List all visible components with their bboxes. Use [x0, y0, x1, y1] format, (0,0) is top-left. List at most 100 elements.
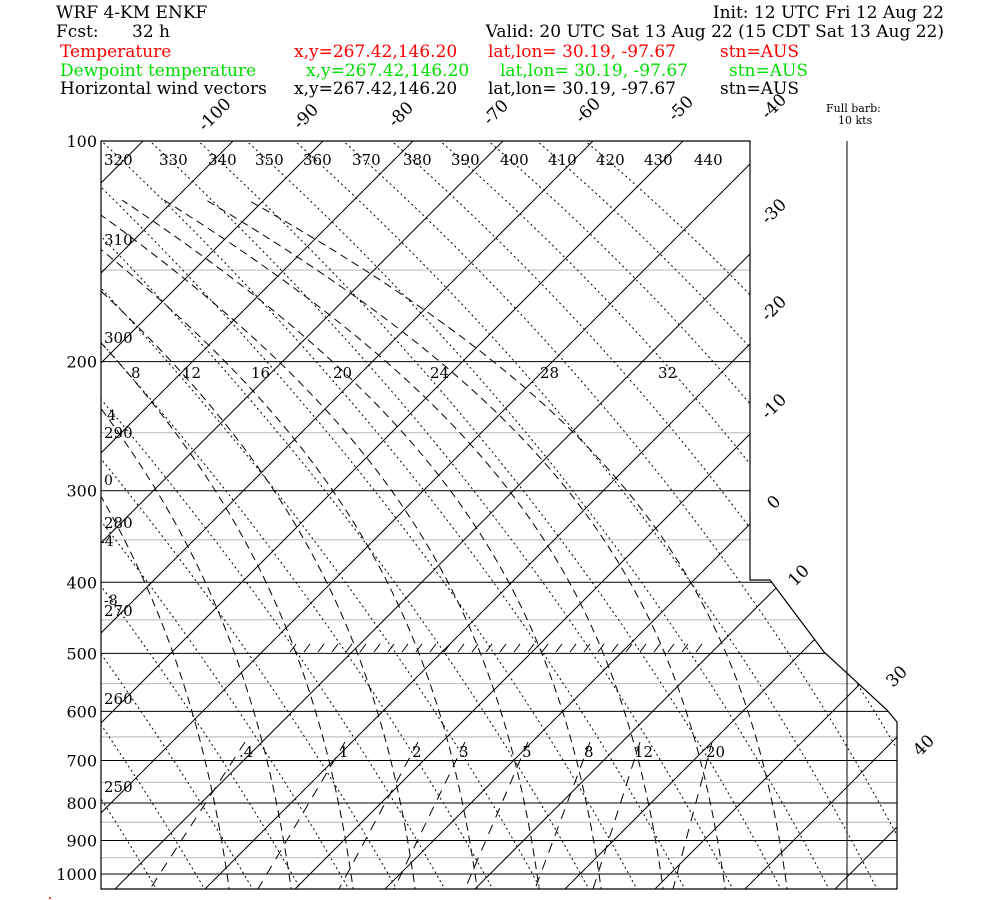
dry-adiabat: [163, 141, 785, 889]
moist-adiabat: [163, 199, 665, 889]
pressure-tick-label: 800: [66, 794, 97, 813]
dry-adiabat: [101, 141, 401, 889]
isotherm-line: [101, 141, 365, 889]
isotherm-line: [559, 141, 897, 889]
valid-time: Valid: 20 UTC Sat 13 Aug 22 (15 CDT Sat …: [485, 22, 944, 42]
theta-label: 330: [159, 151, 188, 169]
theta-e-label: 20: [333, 364, 352, 382]
theta-e-label: 12: [182, 364, 201, 382]
hatch-mark: [583, 643, 591, 653]
isotherm-label: 0: [763, 492, 785, 514]
forecast-hour-label: Fcst:: [56, 22, 99, 42]
isotherm-line: [101, 141, 275, 889]
hatch-mark: [625, 643, 633, 653]
isotherm-label: -10: [757, 390, 791, 424]
pressure-tick-label: 400: [66, 573, 97, 592]
wind-legend: Horizontal wind vectors: [60, 79, 267, 99]
hatch-mark: [415, 643, 423, 653]
mixing-ratio-label: 1: [339, 743, 349, 761]
hatch-mark: [429, 643, 437, 653]
isotherm-line: [920, 100, 1000, 894]
hatch-mark: [303, 643, 311, 653]
isotherm-label: -90: [289, 100, 323, 134]
hatch-mark: [443, 643, 451, 653]
temperature-legend-loc: x,y=267.42,146.20: [294, 42, 458, 62]
mixing-ratio-line: [257, 741, 346, 889]
pressure-tick-label: 200: [66, 353, 97, 372]
theta-label: 370: [352, 151, 381, 169]
isotherm-line: [101, 141, 635, 889]
dewpoint-legend: Dewpoint temperature: [60, 61, 257, 81]
dry-adiabat: [355, 141, 897, 889]
pressure-tick-label: 900: [66, 831, 97, 850]
theta-label: 380: [403, 151, 432, 169]
moist-adiabat: [101, 199, 479, 889]
isotherm-line: [739, 141, 897, 889]
hatch-mark: [597, 643, 605, 653]
dry-adiabat: [101, 141, 257, 889]
pressure-tick-label: 700: [66, 751, 97, 770]
hatch-mark: [345, 643, 353, 653]
pressure-minor-lines: [101, 269, 897, 859]
pressure-tick-label: 300: [66, 482, 97, 501]
isotherm-label: -100: [194, 94, 235, 135]
isotherm-line: [101, 141, 815, 889]
mixing-ratio-line: [393, 741, 466, 889]
theta-label: 290: [104, 424, 133, 442]
theta-label: 440: [694, 151, 723, 169]
mixing-ratio-line: [592, 741, 641, 889]
theta-label: 300: [104, 329, 133, 347]
dewpoint-legend-stn: stn=AUS: [729, 61, 808, 81]
theta-label: 310: [104, 231, 133, 249]
isotherm-line: [101, 141, 455, 889]
left-temp-label: -8: [104, 593, 118, 609]
dry-adiabat: [259, 141, 881, 889]
dry-adiabat: [101, 141, 449, 889]
theta-e-label: 24: [430, 364, 449, 382]
dry-adiabat: [307, 141, 897, 889]
hatch-mark: [527, 643, 535, 653]
mixing-ratio-label: 5: [522, 743, 532, 761]
barb-note-line2: 10 kts: [838, 114, 873, 127]
hatch-mark: [289, 643, 297, 653]
dry-adiabat: [101, 141, 161, 889]
adiabat-lines: [101, 141, 897, 889]
hatch-mark: [555, 643, 563, 653]
dewpoint-legend-loc: x,y=267.42,146.20: [306, 61, 470, 81]
isotherm-line: [649, 141, 897, 889]
dry-adiabat: [115, 141, 737, 889]
origin-dot: [49, 897, 51, 899]
isotherm-label: -60: [571, 94, 605, 128]
moist-adiabat: [101, 199, 293, 889]
temperature-legend: Temperature: [60, 42, 172, 62]
isotherm-label: -80: [384, 98, 418, 132]
theta-e-label: 8: [131, 364, 141, 382]
hatch-mark: [373, 643, 381, 653]
theta-label: 250: [104, 778, 133, 796]
theta-e-label: 32: [658, 364, 677, 382]
isotherm-line: [199, 141, 897, 889]
hatch-mark: [681, 643, 689, 653]
theta-label: 420: [596, 151, 625, 169]
moist-adiabat: [101, 199, 231, 889]
hatch-mark: [695, 643, 703, 653]
hatch-mark: [513, 643, 521, 653]
mixing-ratio-label: 3: [459, 743, 469, 761]
hatch-mark: [387, 643, 395, 653]
pressure-tick-label: 500: [66, 644, 97, 663]
wind-legend-latlon: lat,lon= 30.19, -97.67: [488, 79, 676, 99]
chart-frame: [49, 140, 898, 899]
isotherm-label: -30: [757, 195, 791, 229]
moist-adiabat: [101, 199, 417, 889]
theta-label: 280: [104, 514, 133, 532]
isotherm-label: -70: [479, 96, 513, 130]
hatch-mark: [499, 643, 507, 653]
wind-legend-stn: stn=AUS: [720, 79, 799, 99]
isotherm-label: 30: [882, 662, 911, 691]
dry-adiabat: [101, 141, 545, 889]
hatch-mark: [639, 643, 647, 653]
mixing-ratio-line: [534, 741, 591, 889]
left-temp-label: 4: [107, 408, 116, 424]
mixing-ratio-lines: [149, 643, 713, 889]
mixing-ratio-line: [464, 741, 529, 889]
